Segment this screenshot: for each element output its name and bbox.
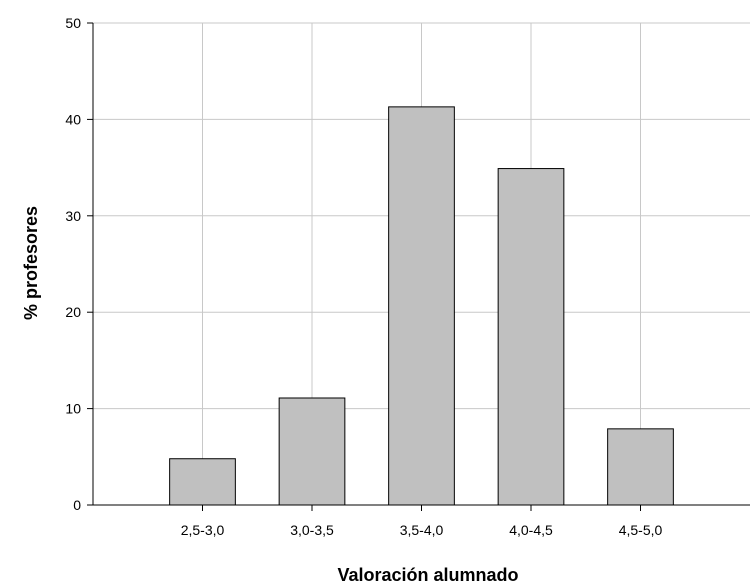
bars bbox=[169, 106, 674, 506]
bar-4,5-5,0 bbox=[607, 428, 674, 506]
bar-3,5-4,0 bbox=[388, 106, 455, 506]
y-tick-label: 30 bbox=[65, 208, 81, 224]
bar-3,0-3,5 bbox=[278, 397, 346, 506]
x-tick-labels: 2,5-3,0 3,0-3,5 3,5-4,0 4,0-4,5 4,5-5,0 bbox=[181, 522, 663, 538]
bar-2,5-3,0 bbox=[169, 458, 236, 506]
y-tick-label: 10 bbox=[65, 401, 81, 417]
x-tick-label: 4,5-5,0 bbox=[619, 522, 663, 538]
bar-4,0-4,5 bbox=[497, 168, 565, 506]
y-axis-title: % profesores bbox=[21, 206, 41, 320]
x-axis-title: Valoración alumnado bbox=[337, 565, 518, 585]
x-tick-label: 3,5-4,0 bbox=[400, 522, 444, 538]
y-tick-label: 0 bbox=[73, 497, 81, 513]
y-tick-labels: 0 10 20 30 40 50 bbox=[65, 15, 81, 513]
y-tick-label: 40 bbox=[65, 111, 81, 127]
y-tick-label: 50 bbox=[65, 15, 81, 31]
x-tick-label: 3,0-3,5 bbox=[290, 522, 334, 538]
x-tick-label: 2,5-3,0 bbox=[181, 522, 225, 538]
y-tick-label: 20 bbox=[65, 304, 81, 320]
axes bbox=[87, 22, 750, 511]
x-tick-label: 4,0-4,5 bbox=[509, 522, 553, 538]
